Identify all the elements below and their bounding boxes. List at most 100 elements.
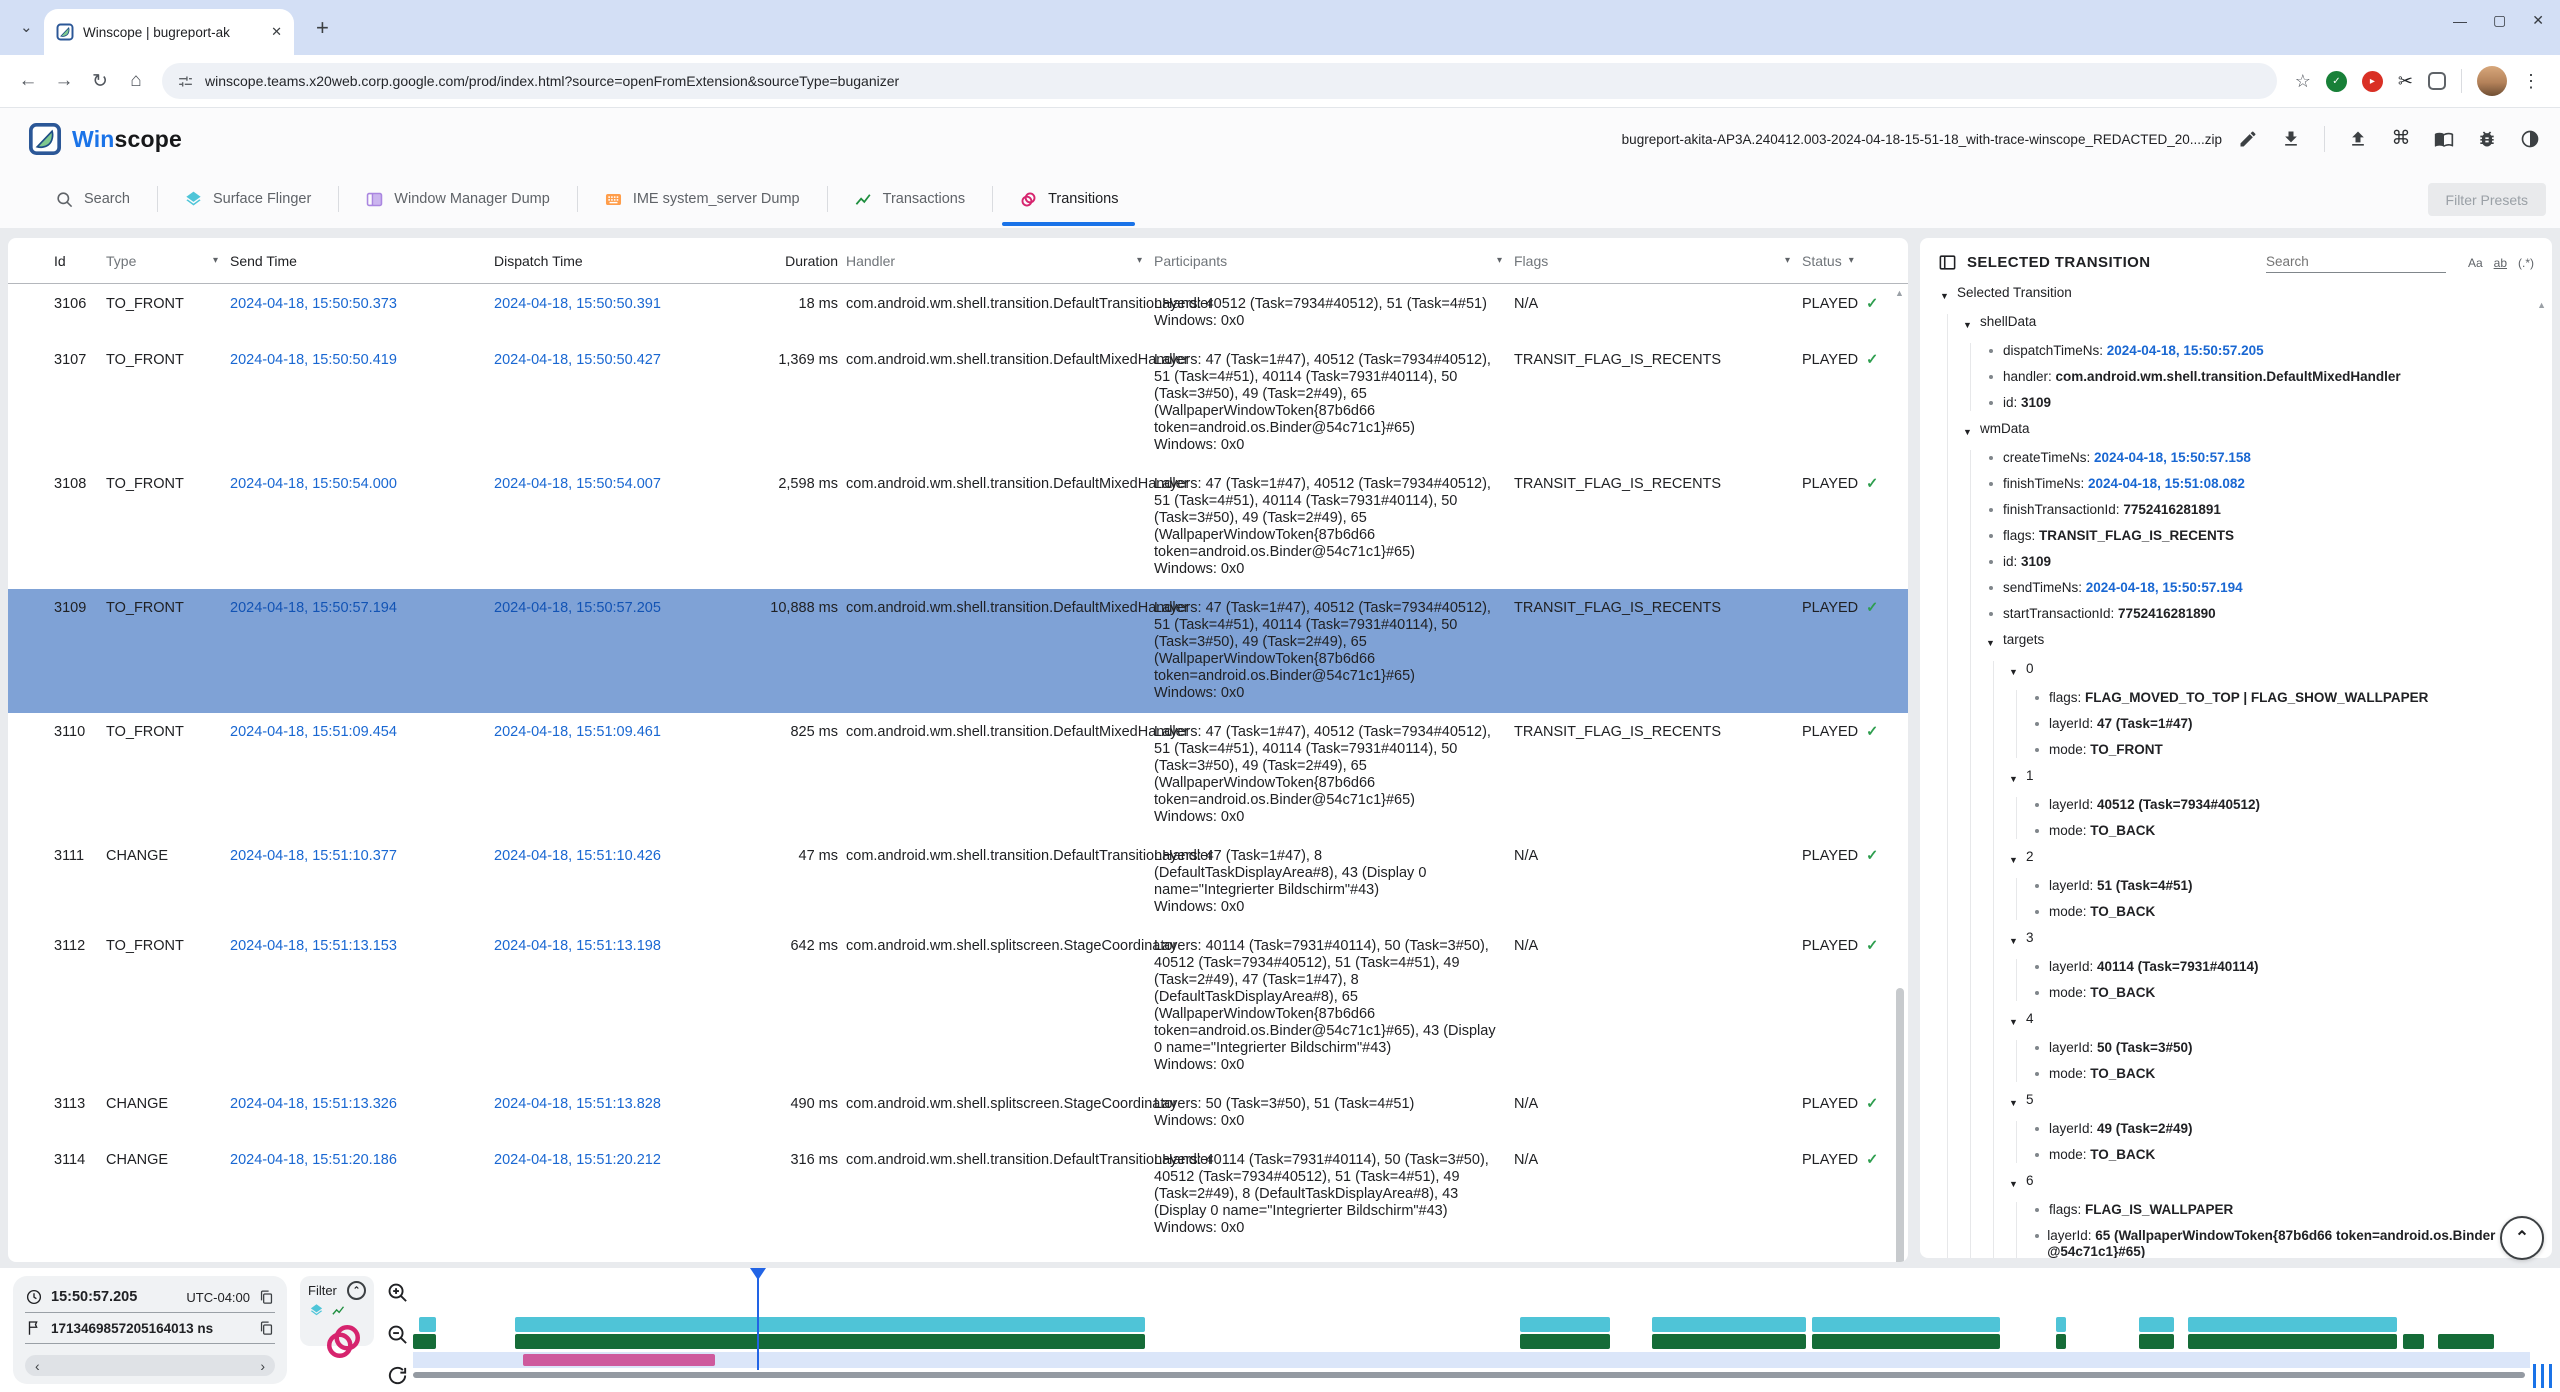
panel-scroll-up-icon[interactable]: ▲ — [2537, 300, 2546, 310]
match-word-toggle[interactable]: ab — [2493, 255, 2507, 270]
layers-trace-segment[interactable] — [2139, 1317, 2174, 1332]
dispatch-time-link[interactable]: 2024-04-18, 15:51:09.461 — [494, 724, 661, 740]
table-row[interactable]: 3110 TO_FRONT 2024-04-18, 15:51:09.454 2024… — [8, 713, 1908, 837]
new-tab-button[interactable]: + — [316, 15, 329, 40]
column-header-flags[interactable]: Flags ▾ — [1514, 253, 1794, 269]
send-time-link[interactable]: 2024-04-18, 15:51:13.326 — [230, 1096, 397, 1112]
browser-menu-icon[interactable]: ⋮ — [2522, 70, 2540, 91]
transactions-trace-segment[interactable] — [2438, 1334, 2494, 1349]
url-bar[interactable]: winscope.teams.x20web.corp.google.com/pr… — [162, 63, 2277, 99]
tab-transactions[interactable]: Transactions — [826, 170, 992, 228]
transactions-trace-segment[interactable] — [2056, 1334, 2066, 1349]
collapse-arrow-icon[interactable]: ▼ — [2009, 774, 2018, 784]
transitions-track[interactable] — [413, 1352, 2530, 1368]
timeline-canvas[interactable] — [413, 1268, 2560, 1392]
window-maximize-icon[interactable]: ▢ — [2493, 12, 2507, 28]
dispatch-time-link[interactable]: 2024-04-18, 15:51:13.198 — [494, 938, 661, 954]
tree-node[interactable]: ▼ 0 — [2009, 661, 2540, 680]
tree-node[interactable]: ▼ Selected Transition — [1940, 285, 2540, 304]
transactions-trace-segment[interactable] — [2403, 1334, 2424, 1349]
dispatch-time-link[interactable]: 2024-04-18, 15:51:13.828 — [494, 1096, 661, 1112]
timeline-cursor[interactable] — [757, 1270, 759, 1370]
dispatch-time-link[interactable]: 2024-04-18, 15:50:57.205 — [494, 600, 661, 616]
window-minimize-icon[interactable]: — — [2453, 12, 2468, 29]
layers-trace-segment[interactable] — [419, 1317, 436, 1332]
layers-trace-segment[interactable] — [2188, 1317, 2397, 1332]
column-header-status[interactable]: Status ▾ — [1802, 253, 1894, 269]
tree-node[interactable]: ▼ 1 — [2009, 768, 2540, 787]
transitions-filter-icon[interactable] — [321, 1319, 366, 1364]
layers-trace-segment[interactable] — [1652, 1317, 1806, 1332]
column-header-send-time[interactable]: Send Time — [230, 253, 486, 269]
extension-green-icon[interactable]: ✓ — [2325, 70, 2347, 92]
header-docs-icon[interactable] — [2434, 129, 2454, 149]
filter-arrow-icon[interactable]: ▾ — [1848, 255, 1854, 266]
transactions-trace-segment[interactable] — [2139, 1334, 2174, 1349]
collapse-filter-button[interactable]: ⌃ — [347, 1281, 366, 1300]
send-time-link[interactable]: 2024-04-18, 15:50:50.419 — [230, 352, 397, 368]
column-header-participants[interactable]: Participants ▾ — [1154, 253, 1506, 269]
table-row[interactable]: 3111 CHANGE 2024-04-18, 15:51:10.377 2024-0… — [8, 837, 1908, 927]
zoom-in-icon[interactable] — [386, 1281, 409, 1304]
scrollbar-thumb[interactable] — [1896, 988, 1904, 1262]
header-download-icon[interactable] — [2281, 129, 2301, 149]
reset-zoom-icon[interactable] — [386, 1364, 409, 1387]
zoom-out-icon[interactable] — [386, 1323, 409, 1346]
tab-ime-system-server-dump[interactable]: IME system_server Dump — [576, 170, 827, 228]
send-time-link[interactable]: 2024-04-18, 15:51:09.454 — [230, 724, 397, 740]
dispatch-time-link[interactable]: 2024-04-18, 15:50:54.007 — [494, 476, 661, 492]
collapse-arrow-icon[interactable]: ▼ — [1963, 427, 1972, 437]
search-input[interactable] — [2265, 252, 2446, 273]
layers-trace-segment[interactable] — [515, 1317, 1145, 1332]
header-contrast-icon[interactable] — [2520, 129, 2540, 149]
extension-red-icon[interactable]: ▸ — [2361, 70, 2383, 92]
table-row[interactable]: 3109 TO_FRONT 2024-04-18, 15:50:57.194 2024… — [8, 589, 1908, 713]
browser-tab[interactable]: Winscope | bugreport-ak ✕ — [44, 9, 294, 55]
timeline-range-handle[interactable] — [2533, 1364, 2552, 1388]
scissors-extension-icon[interactable]: ✂ — [2397, 70, 2413, 91]
transactions-trace-segment[interactable] — [1520, 1334, 1610, 1349]
timeline-scrollbar[interactable] — [413, 1372, 2525, 1378]
send-time-link[interactable]: 2024-04-18, 15:50:54.000 — [230, 476, 397, 492]
table-row[interactable]: 3112 TO_FRONT 2024-04-18, 15:51:13.153 2024… — [8, 927, 1908, 1085]
column-header-type[interactable]: Type ▾ — [106, 253, 222, 269]
home-icon[interactable]: ⌂ — [130, 70, 142, 91]
transition-segment[interactable] — [523, 1354, 715, 1366]
copy-time-icon[interactable] — [258, 1289, 275, 1306]
transactions-filter-icon[interactable] — [331, 1303, 346, 1318]
filter-arrow-icon[interactable]: ▾ — [1136, 255, 1142, 266]
send-time-link[interactable]: 2024-04-18, 15:51:13.153 — [230, 938, 397, 954]
header-bug-icon[interactable] — [2477, 129, 2497, 149]
collapse-arrow-icon[interactable]: ▼ — [2009, 667, 2018, 677]
send-time-link[interactable]: 2024-04-18, 15:51:20.186 — [230, 1152, 397, 1168]
table-row[interactable]: 3108 TO_FRONT 2024-04-18, 15:50:54.000 2024… — [8, 465, 1908, 589]
column-header-id[interactable]: Id — [54, 253, 98, 269]
filter-presets-button[interactable]: Filter Presets — [2427, 183, 2546, 216]
tab-search-icon[interactable]: ⌄ — [20, 19, 33, 36]
dispatch-time-link[interactable]: 2024-04-18, 15:50:50.427 — [494, 352, 661, 368]
bookmark-star-icon[interactable]: ☆ — [2294, 70, 2311, 91]
timeline-hscrollbar[interactable]: ‹ › — [25, 1355, 275, 1376]
table-row[interactable]: 3113 CHANGE 2024-04-18, 15:51:13.326 2024-0… — [8, 1085, 1908, 1141]
reload-icon[interactable]: ↻ — [92, 70, 108, 92]
dispatch-time-link[interactable]: 2024-04-18, 15:51:20.212 — [494, 1152, 661, 1168]
current-time[interactable]: 15:50:57.205 — [51, 1289, 138, 1305]
tree-node[interactable]: ▼ targets — [1986, 632, 2540, 651]
transactions-trace-segment[interactable] — [1652, 1334, 1806, 1349]
filter-arrow-icon[interactable]: ▾ — [212, 255, 218, 266]
filter-arrow-icon[interactable]: ▾ — [1784, 255, 1790, 266]
table-scrollbar[interactable]: ▲ — [1894, 288, 1906, 1262]
table-row[interactable]: 3114 CHANGE 2024-04-18, 15:51:20.186 2024-0… — [8, 1141, 1908, 1248]
tree-node[interactable]: ▼ 2 — [2009, 849, 2540, 868]
forward-icon[interactable]: → — [54, 70, 74, 91]
table-row[interactable]: 3106 TO_FRONT 2024-04-18, 15:50:50.373 2024… — [8, 285, 1908, 341]
transactions-trace-segment[interactable] — [413, 1334, 436, 1349]
layers-trace-segment[interactable] — [2056, 1317, 2066, 1332]
header-upload-icon[interactable] — [2348, 129, 2368, 149]
timeline-cursor-handle[interactable] — [750, 1268, 766, 1280]
header-edit-icon[interactable] — [2238, 129, 2258, 149]
send-time-link[interactable]: 2024-04-18, 15:51:10.377 — [230, 848, 397, 864]
column-header-dispatch-time[interactable]: Dispatch Time — [494, 253, 744, 269]
copy-timestamp-icon[interactable] — [258, 1320, 275, 1337]
collapse-arrow-icon[interactable]: ▼ — [2009, 1017, 2018, 1027]
